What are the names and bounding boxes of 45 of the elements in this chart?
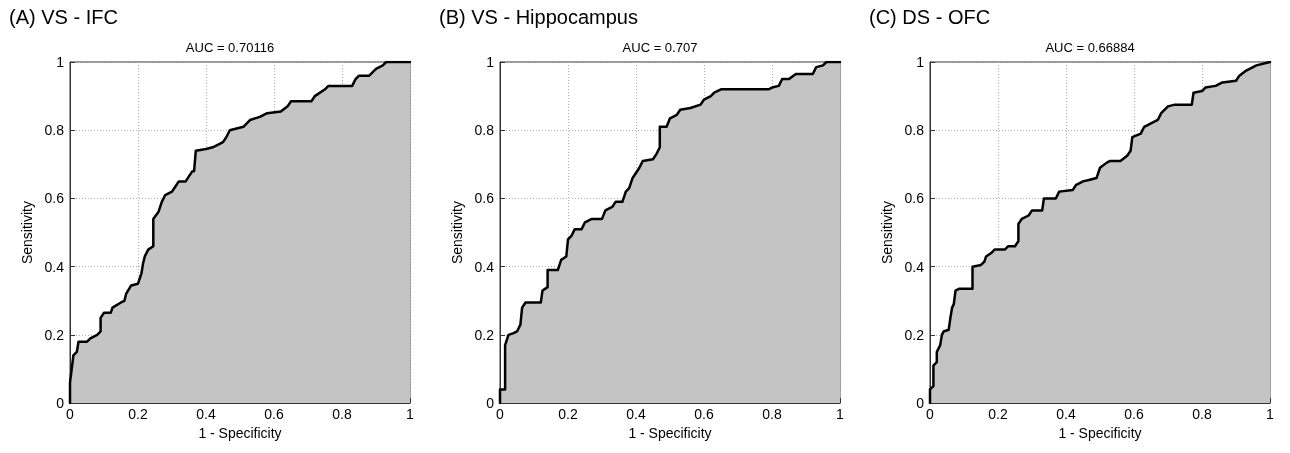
chart-subtitle: AUC = 0.707 [622,40,698,55]
x-tick-label: 0.2 [128,406,148,423]
y-tick-label: 0.8 [474,122,495,139]
y-tick-label: 0.2 [904,326,925,343]
chart-subtitle: AUC = 0.66884 [1045,40,1135,55]
y-tick-label: 0 [916,395,925,412]
y-tick-label: 0.2 [44,326,65,343]
x-axis-title: 1 - Specificity [198,425,282,441]
y-axis-title: Sensitivity [878,201,895,265]
x-tick-label: 1 [406,406,415,423]
x-tick-label: 0.8 [1192,406,1212,423]
y-tick-label: 0 [56,395,65,412]
y-tick-label: 0.2 [474,326,495,343]
y-tick-label: 0.4 [474,258,495,275]
x-axis-title: 1 - Specificity [628,425,712,441]
y-tick-label: 0 [486,395,495,412]
chart-subtitle: AUC = 0.70116 [185,40,275,55]
y-tick-label: 0.8 [44,122,65,139]
x-axis-title: 1 - Specificity [1058,425,1142,441]
x-tick-label: 0.8 [762,406,782,423]
y-tick-label: 1 [916,54,925,70]
x-tick-label: 0.8 [332,406,352,423]
y-tick-label: 0.4 [44,258,65,275]
y-axis-title: Sensitivity [448,201,465,265]
x-tick-label: 0.6 [264,406,284,423]
x-tick-label: 0.4 [196,406,216,423]
y-tick-label: 0.6 [44,190,65,207]
chart-title: (B) VS - Hippocampus [439,6,638,28]
y-tick-label: 1 [486,54,495,70]
chart-title: (A) VS - IFC [9,6,118,28]
chart-title: (C) DS - OFC [869,6,991,28]
x-tick-label: 0.4 [1056,406,1076,423]
x-tick-label: 0.4 [626,406,646,423]
x-tick-label: 0.2 [558,406,578,423]
y-tick-label: 0.6 [474,190,495,207]
y-tick-label: 0.6 [904,190,925,207]
y-axis-title: Sensitivity [18,201,35,265]
x-tick-label: 0.6 [1124,406,1144,423]
x-tick-label: 1 [836,406,845,423]
y-tick-label: 0.8 [904,122,925,139]
x-tick-label: 0.6 [694,406,714,423]
x-tick-label: 0.2 [988,406,1008,423]
y-tick-label: 0.4 [904,258,925,275]
x-tick-label: 1 [1266,406,1275,423]
y-tick-label: 1 [56,54,65,70]
